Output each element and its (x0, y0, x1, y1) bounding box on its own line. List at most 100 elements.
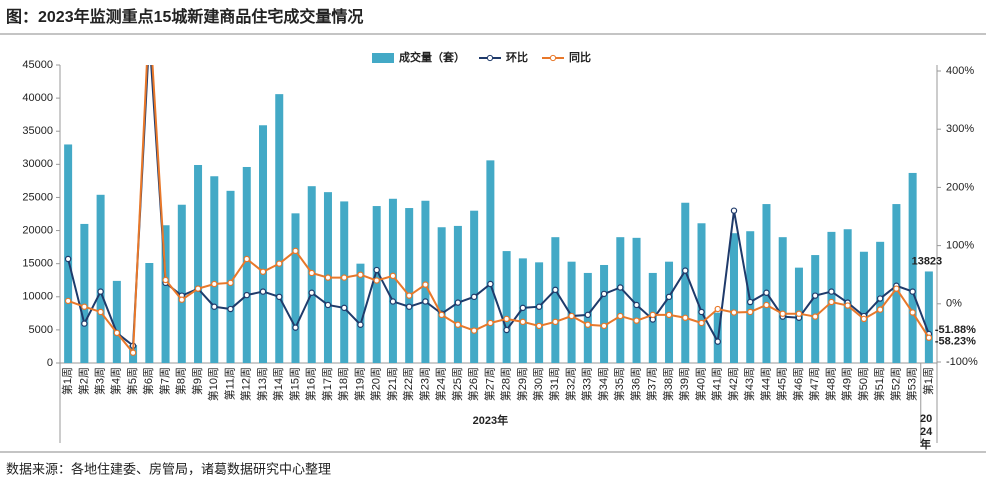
x-tick-label: 第39周 (677, 367, 691, 401)
bar (64, 144, 73, 363)
marker (470, 327, 478, 334)
marker (584, 321, 592, 328)
x-tick-label: 第48周 (823, 367, 837, 401)
y-tick-label: 40000 (22, 92, 53, 104)
bar (210, 176, 219, 363)
x-tick-label: 第10周 (206, 367, 220, 401)
x-tick-label: 第1周 (60, 367, 74, 395)
marker (389, 272, 397, 280)
marker (876, 295, 884, 302)
marker (698, 308, 705, 316)
bar (486, 160, 495, 363)
marker (97, 308, 104, 316)
x-tick-label: 第27周 (482, 367, 496, 401)
marker (227, 279, 234, 287)
marker (276, 260, 283, 267)
x-tick-label: 第46周 (791, 367, 805, 401)
bar (226, 190, 235, 363)
bar (96, 194, 105, 363)
x-tick-label: 第5周 (125, 367, 139, 395)
marker (730, 309, 738, 316)
marker (909, 309, 916, 316)
y2-tick-label: 100% (946, 240, 974, 252)
marker (292, 247, 299, 255)
bar (145, 263, 154, 363)
bar (551, 237, 560, 363)
bar (177, 204, 186, 363)
marker (405, 303, 413, 310)
marker (341, 304, 348, 312)
marker (470, 293, 478, 301)
x-tick-label: 第9周 (190, 367, 204, 395)
bar (697, 223, 706, 363)
y2-tick-label: 400% (946, 65, 974, 77)
x-tick-label: 第1周 (921, 367, 935, 395)
marker (341, 274, 348, 281)
marker (373, 277, 380, 284)
x-tick-label: 第7周 (157, 367, 171, 395)
x-tick-label: 第49周 (840, 367, 854, 401)
marker (292, 324, 299, 331)
x-tick-label: 第38周 (661, 367, 675, 401)
x-tick-label: 第18周 (336, 367, 350, 401)
marker (211, 280, 218, 288)
x-tick-label: 第15周 (287, 367, 301, 401)
x-tick-label: 第4周 (109, 367, 123, 395)
x-tick-label: 第43周 (742, 367, 756, 401)
x-tick-label: 第36周 (628, 367, 642, 401)
marker (665, 311, 673, 319)
bar (876, 241, 885, 363)
marker (308, 289, 315, 296)
marker (795, 310, 803, 317)
y-tick-label: 30000 (22, 158, 53, 170)
marker (535, 303, 543, 310)
x-tick-label: 第35周 (612, 367, 626, 401)
marker (779, 310, 786, 317)
line-group (64, 65, 933, 356)
marker (81, 303, 88, 310)
x-tick-label: 第23周 (417, 367, 431, 401)
marker (747, 298, 754, 306)
marker (617, 312, 624, 320)
x-tick-label: 第33周 (580, 367, 594, 401)
marker (454, 321, 462, 328)
marker (763, 301, 770, 309)
bar (729, 233, 738, 363)
legend-swatch (549, 54, 557, 62)
marker (633, 301, 640, 309)
marker (405, 292, 413, 299)
bar (80, 223, 89, 363)
marker (211, 303, 218, 310)
y2-tick-label: 300% (946, 123, 974, 135)
x-tick-label: 第40周 (693, 367, 707, 401)
marker (357, 321, 364, 328)
legend-label: 环比 (506, 50, 528, 64)
y-tick-label: 5000 (29, 324, 53, 336)
x-tick-label: 第8周 (174, 367, 188, 395)
marker (909, 288, 916, 295)
group-label: 2023年 (473, 413, 508, 427)
bar (843, 229, 852, 363)
y-tick-label: 0 (47, 357, 53, 369)
bar (827, 231, 836, 363)
y-tick-label: 15000 (22, 258, 53, 270)
x-tick-label: 第25周 (450, 367, 464, 401)
x-tick-label: 第28周 (499, 367, 513, 401)
marker (828, 288, 835, 295)
bar (600, 264, 609, 363)
x-tick-label: 第16周 (304, 367, 318, 401)
bar (161, 225, 170, 363)
marker (617, 284, 624, 291)
marker (633, 317, 640, 324)
marker (178, 296, 186, 303)
x-tick-label: 第12周 (239, 367, 253, 401)
y-tick-label: 20000 (22, 224, 53, 236)
bar (194, 164, 203, 363)
x-tick-label: 第47周 (807, 367, 821, 401)
y2-tick-label: 200% (946, 181, 974, 193)
x-tick-label: 第41周 (710, 367, 724, 401)
bar (259, 125, 268, 363)
bar (112, 280, 121, 363)
marker (97, 288, 104, 295)
